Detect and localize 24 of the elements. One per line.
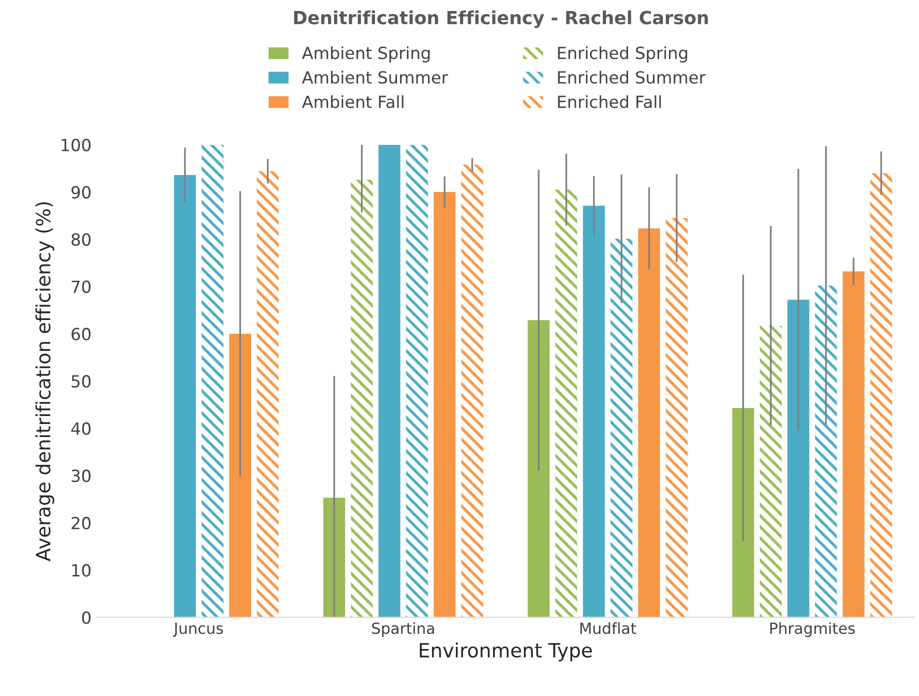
legend-label: Enriched Summer — [558, 70, 706, 84]
legend-label: Ambient Fall — [302, 95, 404, 108]
x-tick-label: Mudflat — [580, 622, 636, 634]
y-tick-label: 10 — [72, 564, 91, 577]
y-tick-label: 50 — [72, 375, 91, 388]
y-tick-label: 30 — [72, 470, 91, 482]
y-tick-label: 20 — [72, 516, 91, 530]
y-tick-label: 100 — [62, 138, 91, 152]
y-tick-label: 70 — [72, 280, 91, 294]
legend-label: Enriched Spring — [558, 46, 688, 62]
legend-label: Ambient Spring — [302, 46, 430, 62]
x-tick-label: Spartina — [372, 622, 434, 637]
legend-label: Enriched Fall — [558, 95, 661, 108]
y-tick-label: 0 — [82, 611, 91, 624]
y-axis-title: Average denitrification efficiency (%) — [35, 202, 54, 562]
x-axis-title: Environment Type — [420, 642, 592, 662]
y-tick-label: 90 — [71, 186, 91, 199]
legend-label: Ambient Summer — [302, 70, 448, 84]
x-tick-label: Juncus — [172, 622, 223, 637]
y-tick-label: 60 — [72, 328, 91, 340]
x-tick-label: Phragmites — [770, 622, 855, 637]
y-tick-label: 40 — [71, 422, 91, 435]
chart-title: Denitrification Efficiency - Rachel Carson — [294, 10, 708, 28]
y-tick-label: 80 — [72, 233, 91, 246]
